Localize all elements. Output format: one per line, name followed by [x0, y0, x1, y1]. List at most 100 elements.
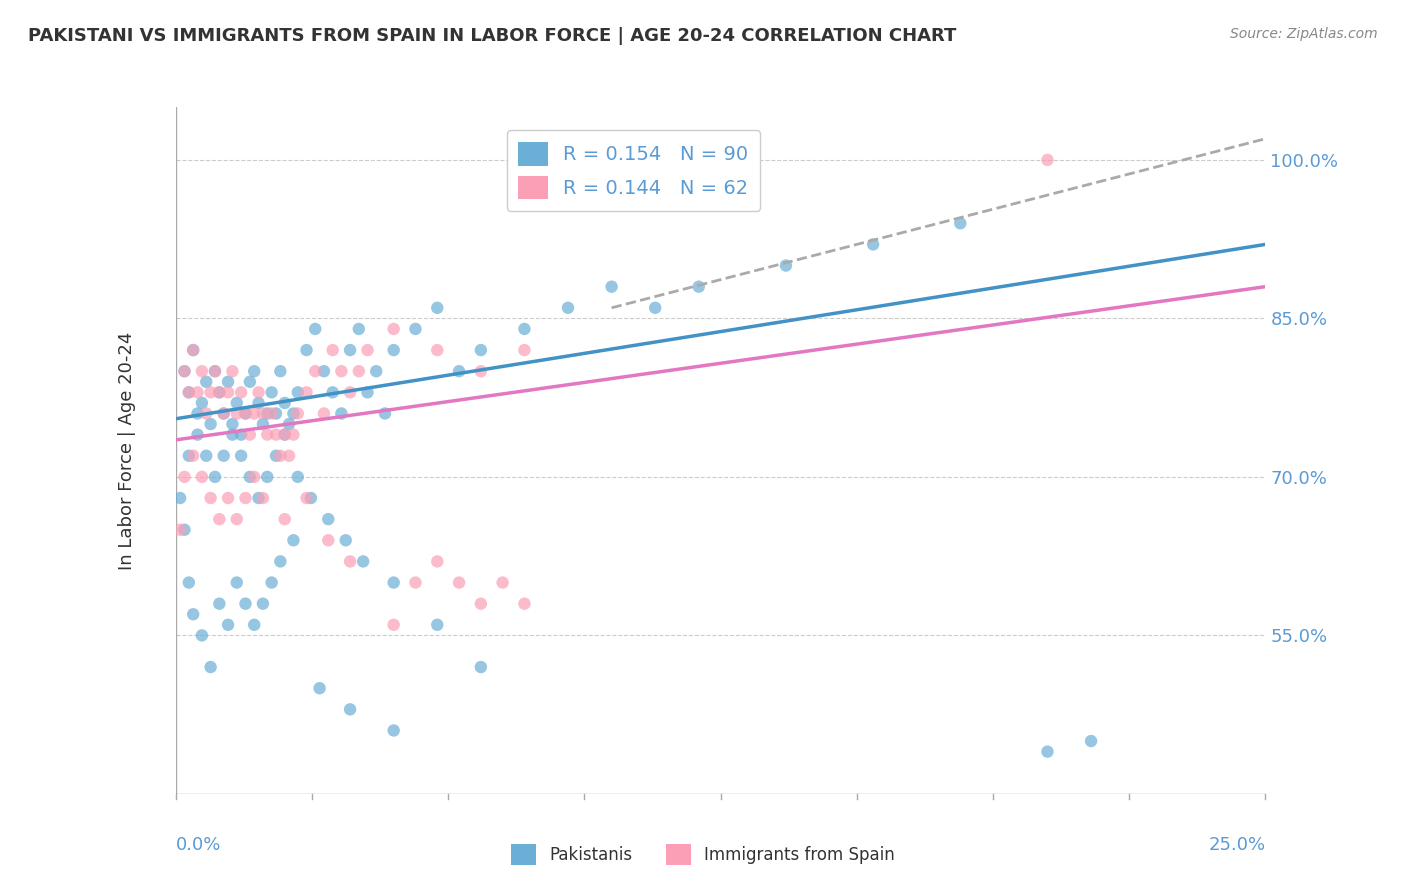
Pakistanis [191, 396, 214, 410]
Pakistanis [339, 343, 361, 357]
Immigrants from Spain [295, 491, 318, 505]
Pakistanis [600, 279, 623, 293]
Immigrants from Spain [247, 385, 270, 400]
Pakistanis [264, 407, 287, 421]
Pakistanis [352, 554, 374, 568]
Pakistanis [322, 385, 344, 400]
Pakistanis [274, 427, 297, 442]
Pakistanis [239, 375, 262, 389]
Immigrants from Spain [312, 407, 335, 421]
Pakistanis [221, 427, 243, 442]
Pakistanis [264, 449, 287, 463]
Pakistanis [295, 343, 318, 357]
Immigrants from Spain [330, 364, 353, 378]
Immigrants from Spain [221, 364, 243, 378]
Pakistanis [231, 427, 253, 442]
Immigrants from Spain [260, 407, 283, 421]
Pakistanis [204, 364, 226, 378]
Pakistanis [252, 597, 274, 611]
Pakistanis [243, 617, 266, 632]
Text: In Labor Force | Age 20-24: In Labor Force | Age 20-24 [118, 331, 136, 570]
Pakistanis [308, 681, 330, 696]
Pakistanis [247, 491, 270, 505]
Pakistanis [347, 322, 370, 336]
Pakistanis [217, 617, 239, 632]
Text: PAKISTANI VS IMMIGRANTS FROM SPAIN IN LABOR FORCE | AGE 20-24 CORRELATION CHART: PAKISTANI VS IMMIGRANTS FROM SPAIN IN LA… [28, 27, 956, 45]
Immigrants from Spain [217, 385, 239, 400]
Pakistanis [382, 575, 405, 590]
Pakistanis [304, 322, 326, 336]
Pakistanis [366, 364, 388, 378]
Pakistanis [299, 491, 322, 505]
Immigrants from Spain [347, 364, 370, 378]
Pakistanis [252, 417, 274, 431]
Pakistanis [775, 259, 797, 273]
Immigrants from Spain [204, 364, 226, 378]
Pakistanis [195, 449, 218, 463]
Pakistanis [269, 364, 291, 378]
Pakistanis [200, 417, 222, 431]
Pakistanis [217, 375, 239, 389]
Immigrants from Spain [1036, 153, 1059, 167]
Text: Source: ZipAtlas.com: Source: ZipAtlas.com [1230, 27, 1378, 41]
Immigrants from Spain [217, 491, 239, 505]
Immigrants from Spain [447, 575, 470, 590]
Immigrants from Spain [186, 385, 209, 400]
Immigrants from Spain [339, 385, 361, 400]
Pakistanis [339, 702, 361, 716]
Immigrants from Spain [243, 470, 266, 484]
Immigrants from Spain [287, 407, 309, 421]
Immigrants from Spain [208, 385, 231, 400]
Pakistanis [177, 449, 200, 463]
Pakistanis [644, 301, 666, 315]
Immigrants from Spain [231, 385, 253, 400]
Immigrants from Spain [278, 449, 301, 463]
Pakistanis [169, 491, 191, 505]
Pakistanis [212, 407, 235, 421]
Pakistanis [200, 660, 222, 674]
Text: 0.0%: 0.0% [176, 836, 221, 855]
Immigrants from Spain [426, 343, 449, 357]
Pakistanis [330, 407, 353, 421]
Pakistanis [204, 470, 226, 484]
Immigrants from Spain [356, 343, 378, 357]
Immigrants from Spain [492, 575, 515, 590]
Immigrants from Spain [243, 407, 266, 421]
Pakistanis [426, 617, 449, 632]
Immigrants from Spain [212, 407, 235, 421]
Immigrants from Spain [181, 343, 204, 357]
Pakistanis [318, 512, 340, 526]
Immigrants from Spain [339, 554, 361, 568]
Pakistanis [949, 216, 972, 230]
Immigrants from Spain [181, 449, 204, 463]
Pakistanis [260, 385, 283, 400]
Pakistanis [557, 301, 579, 315]
Immigrants from Spain [191, 364, 214, 378]
Immigrants from Spain [200, 491, 222, 505]
Immigrants from Spain [239, 427, 262, 442]
Pakistanis [447, 364, 470, 378]
Pakistanis [688, 279, 710, 293]
Pakistanis [208, 597, 231, 611]
Pakistanis [247, 396, 270, 410]
Immigrants from Spain [470, 597, 492, 611]
Immigrants from Spain [225, 407, 247, 421]
Legend: R = 0.154   N = 90, R = 0.144   N = 62: R = 0.154 N = 90, R = 0.144 N = 62 [506, 130, 761, 211]
Pakistanis [382, 343, 405, 357]
Immigrants from Spain [235, 491, 257, 505]
Immigrants from Spain [382, 322, 405, 336]
Pakistanis [235, 597, 257, 611]
Pakistanis [221, 417, 243, 431]
Immigrants from Spain [513, 343, 536, 357]
Pakistanis [177, 385, 200, 400]
Pakistanis [513, 322, 536, 336]
Immigrants from Spain [274, 512, 297, 526]
Immigrants from Spain [256, 427, 278, 442]
Immigrants from Spain [322, 343, 344, 357]
Immigrants from Spain [208, 512, 231, 526]
Immigrants from Spain [382, 617, 405, 632]
Immigrants from Spain [252, 407, 274, 421]
Immigrants from Spain [173, 364, 195, 378]
Pakistanis [356, 385, 378, 400]
Pakistanis [191, 628, 214, 642]
